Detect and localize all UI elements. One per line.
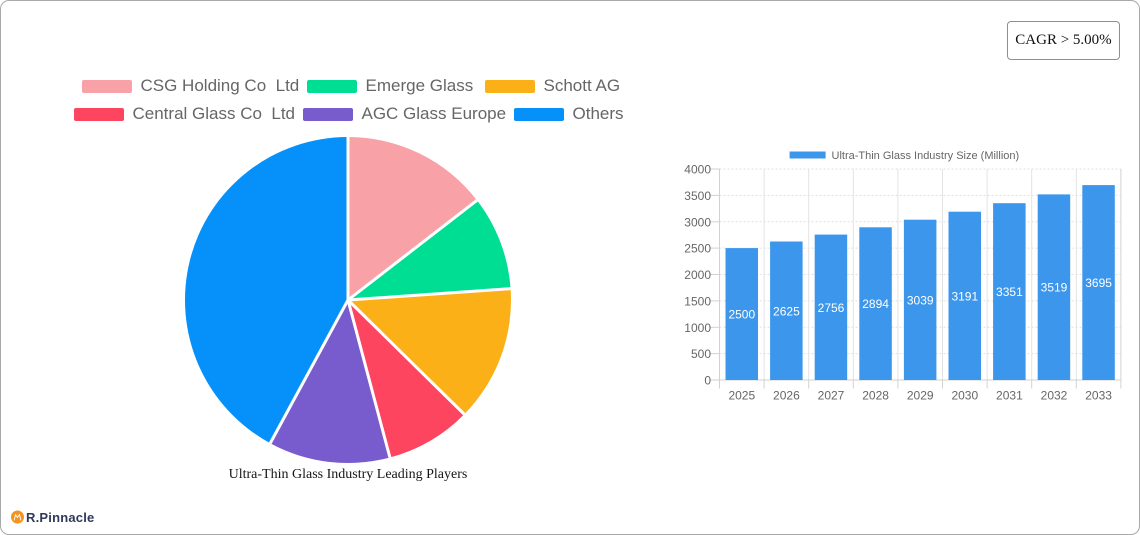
svg-text:2032: 2032	[1041, 389, 1068, 403]
svg-text:2029: 2029	[907, 389, 934, 403]
svg-text:2027: 2027	[818, 389, 845, 403]
svg-text:3000: 3000	[684, 215, 711, 229]
svg-text:2031: 2031	[996, 389, 1023, 403]
svg-text:2500: 2500	[728, 308, 755, 322]
svg-text:Ultra-Thin Glass Industry Size: Ultra-Thin Glass Industry Size (Million)	[832, 150, 1020, 162]
svg-text:2025: 2025	[728, 389, 755, 403]
svg-text:500: 500	[691, 347, 711, 361]
svg-text:3695: 3695	[1085, 276, 1112, 290]
svg-text:2030: 2030	[951, 389, 978, 403]
svg-text:2500: 2500	[684, 242, 711, 256]
svg-text:0: 0	[704, 374, 711, 388]
svg-text:1500: 1500	[684, 294, 711, 308]
svg-text:2028: 2028	[862, 389, 889, 403]
svg-text:3191: 3191	[951, 289, 978, 303]
svg-text:2026: 2026	[773, 389, 800, 403]
svg-text:2756: 2756	[818, 301, 845, 315]
svg-text:2625: 2625	[773, 304, 800, 318]
svg-text:3519: 3519	[1041, 281, 1068, 295]
svg-text:3039: 3039	[907, 293, 934, 307]
svg-text:2000: 2000	[684, 268, 711, 282]
svg-text:4000: 4000	[684, 163, 711, 177]
svg-text:2033: 2033	[1085, 389, 1112, 403]
svg-text:3500: 3500	[684, 189, 711, 203]
svg-text:3351: 3351	[996, 285, 1023, 299]
svg-text:2894: 2894	[862, 297, 889, 311]
svg-text:1000: 1000	[684, 321, 711, 335]
